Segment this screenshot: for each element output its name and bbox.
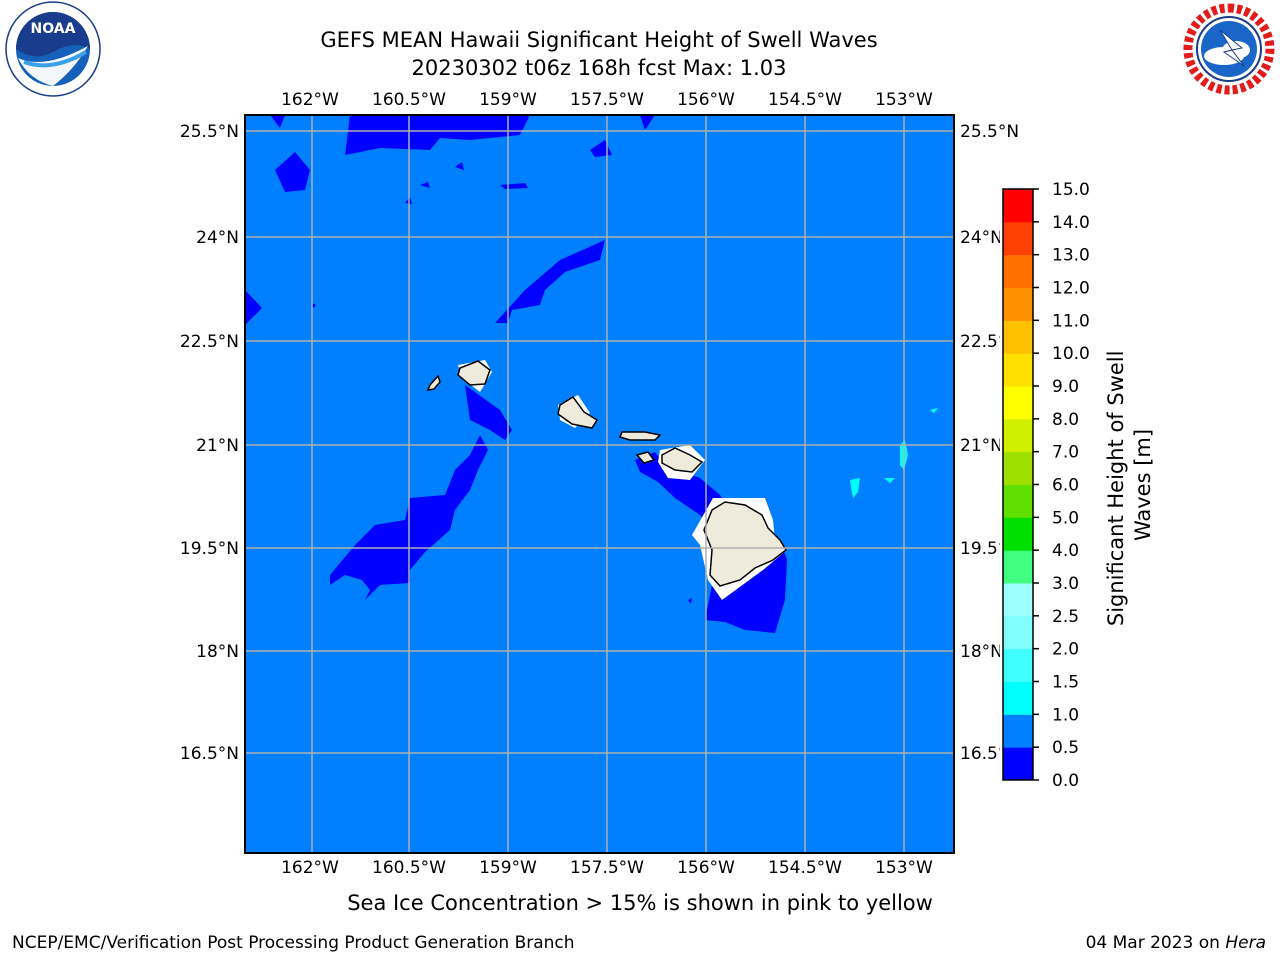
colorbar-band [1003,615,1033,650]
island-land [426,360,787,587]
lat-label-right: 24°N [960,228,1003,248]
hawaii-big-island [703,501,787,587]
colorbar-tick-label: 13.0 [1052,246,1090,266]
colorbar-band [1003,418,1033,453]
colorbar-tick-label: 5.0 [1052,508,1079,528]
colorbar-tick-label: 1.0 [1052,705,1079,725]
lon-label-bottom: 160.5°W [372,858,446,878]
colorbar-band [1003,451,1033,485]
lanai-island [635,451,656,464]
lat-label-left: 25.5°N [180,122,239,142]
colorbar-band [1003,550,1033,584]
colorbar-band [1003,583,1033,617]
niihau-island [426,374,441,391]
colorbar-band [1003,386,1033,420]
colorbar-tick-label: 2.0 [1052,640,1079,660]
chart-subtitle: 20230302 t06z 168h fcst Max: 1.03 [411,56,787,80]
lat-label-left: 19.5°N [180,539,239,559]
colorbar-band [1003,320,1033,354]
colorbar-label-line1: Significant Height of Swell [1104,351,1128,627]
lat-label-right: 25.5°N [960,122,1019,142]
colorbar-tick-label: 3.0 [1052,574,1079,594]
colorbar-label-line2: Waves [m] [1131,429,1155,541]
lat-label-right: 18°N [960,642,1003,662]
footer-date: 04 Mar 2023 on Hera [1086,933,1266,953]
footer-branch: NCEP/EMC/Verification Post Processing Pr… [12,933,575,953]
colorbar-tick-label: 10.0 [1052,344,1090,364]
colorbar-band [1003,287,1033,321]
lon-label-bottom: 162°W [281,858,339,878]
colorbar-band [1003,714,1033,748]
lon-label-top: 153°W [875,90,933,110]
svg-text:Significant Height of Swell: Significant Height of Swell Waves [m] [1104,344,1155,626]
colorbar-tick-label: 6.0 [1052,476,1079,496]
colorbar-band [1003,484,1033,518]
sea-ice-note: Sea Ice Concentration > 15% is shown in … [347,891,933,915]
colorbar-tick-label: 11.0 [1052,311,1090,331]
lat-label-left: 16.5°N [180,744,239,764]
lon-label-bottom: 153°W [875,858,933,878]
colorbar-tick-label: 14.0 [1052,213,1090,233]
colorbar-band [1003,681,1033,715]
colorbar-tick-label: 7.0 [1052,443,1079,463]
colorbar-band [1003,221,1033,256]
footer-host: Hera [1225,933,1266,953]
colorbar-band [1003,648,1033,682]
maui-island [661,447,704,473]
lat-label-right: 21°N [960,436,1003,456]
graticule [245,115,954,853]
noaa-logo-text: NOAA [31,21,76,37]
noaa-logo: NOAA [5,1,101,97]
footer-date-text: 04 Mar 2023 on [1085,933,1226,953]
colorbar-band [1003,189,1033,223]
map-frame [244,114,955,854]
colorbar-band [1003,254,1033,288]
lon-label-top: 156°W [677,90,735,110]
colorbar-tick-label: 12.0 [1052,279,1090,299]
lon-label-top: 157.5°W [570,90,644,110]
colorbar-ticks: 0.0 0.5 1.0 1.5 2.0 2.5 3.0 4.0 5.0 6.0 7.0 8.0 9.0 1… [1033,180,1090,791]
lon-label-bottom: 154.5°W [768,858,842,878]
lon-label-bottom: 159°W [479,858,537,878]
colorbar-tick-label: 0.0 [1052,771,1079,791]
lon-label-top: 160.5°W [372,90,446,110]
colorbar-tick-label: 0.5 [1052,738,1079,758]
colorbar-tick-label: 1.5 [1052,673,1079,693]
lon-label-bottom: 156°W [677,858,735,878]
lon-label-top: 162°W [281,90,339,110]
lat-label-left: 24°N [196,228,239,248]
colorbar-band [1003,353,1033,387]
colorbar-tick-label: 2.5 [1052,607,1079,627]
colorbar-tick-label: 4.0 [1052,541,1079,561]
lat-label-left: 21°N [196,436,239,456]
colorbar-tick-label: 15.0 [1052,180,1090,200]
chart-title: GEFS MEAN Hawaii Significant Height of S… [320,28,878,52]
colorbar-tick-label: 8.0 [1052,410,1079,430]
lon-label-top: 159°W [479,90,537,110]
lat-label-left: 22.5°N [180,332,239,352]
oahu-island [557,395,599,429]
lon-label-bottom: 157.5°W [570,858,644,878]
colorbar-band [1003,747,1033,781]
molokai-island [618,431,662,441]
ocean-background [245,115,954,853]
kauai-island [457,360,491,386]
nws-logo [1183,3,1275,95]
colorbar-tick-label: 9.0 [1052,377,1079,397]
colorbar-band [1003,517,1033,551]
colorbar [1003,189,1033,781]
lat-label-left: 18°N [196,642,239,662]
lon-label-top: 154.5°W [768,90,842,110]
